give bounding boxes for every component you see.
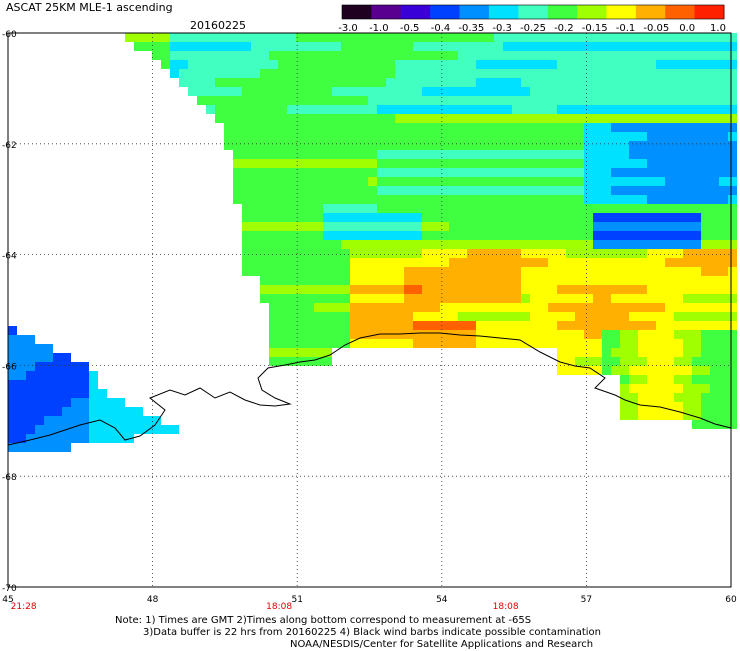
colorbar-segment (635, 5, 666, 19)
lon-tick-label: 57 (581, 595, 592, 605)
time-label: 18:08 (493, 602, 519, 612)
map-frame (7, 32, 732, 588)
colorbar-segment (459, 5, 490, 19)
colorbar-segment (488, 5, 519, 19)
colorbar-segment (371, 5, 402, 19)
colorbar-tick-label: -0.25 (520, 23, 546, 34)
lat-tick-label: -62 (2, 141, 17, 151)
colorbar-segment (547, 5, 578, 19)
note-line-2: 3)Data buffer is 22 hrs from 20160225 4)… (143, 627, 601, 638)
lat-tick-label: -70 (2, 584, 17, 594)
colorbar-segment (430, 5, 461, 19)
colorbar-segment (606, 5, 637, 19)
colorbar-segment (694, 5, 725, 19)
graticule (8, 33, 731, 587)
colorbar-segment (342, 5, 372, 19)
lat-tick-label: -66 (2, 362, 17, 372)
time-label: 21:28 (11, 602, 37, 612)
antarctic-coastline (7, 332, 732, 446)
lon-tick-label: 54 (436, 595, 448, 605)
colorbar-tick-label: -0.5 (400, 23, 420, 34)
lat-tick-label: -64 (2, 252, 17, 262)
map-title: ASCAT 25KM MLE-1 ascending (6, 1, 173, 14)
colorbar-tick-label: 1.0 (710, 23, 726, 34)
colorbar-tick-label: -0.35 (458, 23, 484, 34)
colorbar-segment (400, 5, 431, 19)
lon-tick-label: 45 (2, 595, 13, 605)
colorbar-tick-label: -0.3 (492, 23, 512, 34)
note-line-3: NOAA/NESDIS/Center for Satellite Applica… (290, 639, 594, 650)
colorbar-tick-label: -0.05 (643, 23, 669, 34)
colorbar-tick-label: -0.4 (431, 23, 451, 34)
lon-tick-label: 48 (147, 595, 159, 605)
colorbar-tick-label: -0.1 (616, 23, 636, 34)
colorbar-segment (577, 5, 607, 19)
colorbar-segment (665, 5, 696, 19)
data-field (8, 33, 737, 452)
colorbar-tick-label: -1.0 (369, 23, 389, 34)
lat-tick-label: -68 (2, 473, 17, 483)
colorbar-tick-label: -0.2 (554, 23, 574, 34)
map-date: 20160225 (190, 19, 246, 32)
colorbar-tick-label: -0.15 (582, 23, 608, 34)
lon-tick-label: 60 (725, 595, 737, 605)
lon-tick-label: 51 (291, 595, 302, 605)
note-line-1: Note: 1) Times are GMT 2)Times along bot… (115, 615, 532, 626)
colorbar-segment (518, 5, 549, 19)
colorbar: -3.0 -1.0 -0.5 -0.4 -0.35 -0.3 -0.25 -0.2 -0.15-… (338, 4, 726, 34)
lat-tick-label: -60 (2, 30, 17, 40)
colorbar-tick-label: -3.0 (338, 23, 358, 34)
colorbar-tick-label: 0.0 (679, 23, 695, 34)
time-label: 18:08 (266, 602, 292, 612)
